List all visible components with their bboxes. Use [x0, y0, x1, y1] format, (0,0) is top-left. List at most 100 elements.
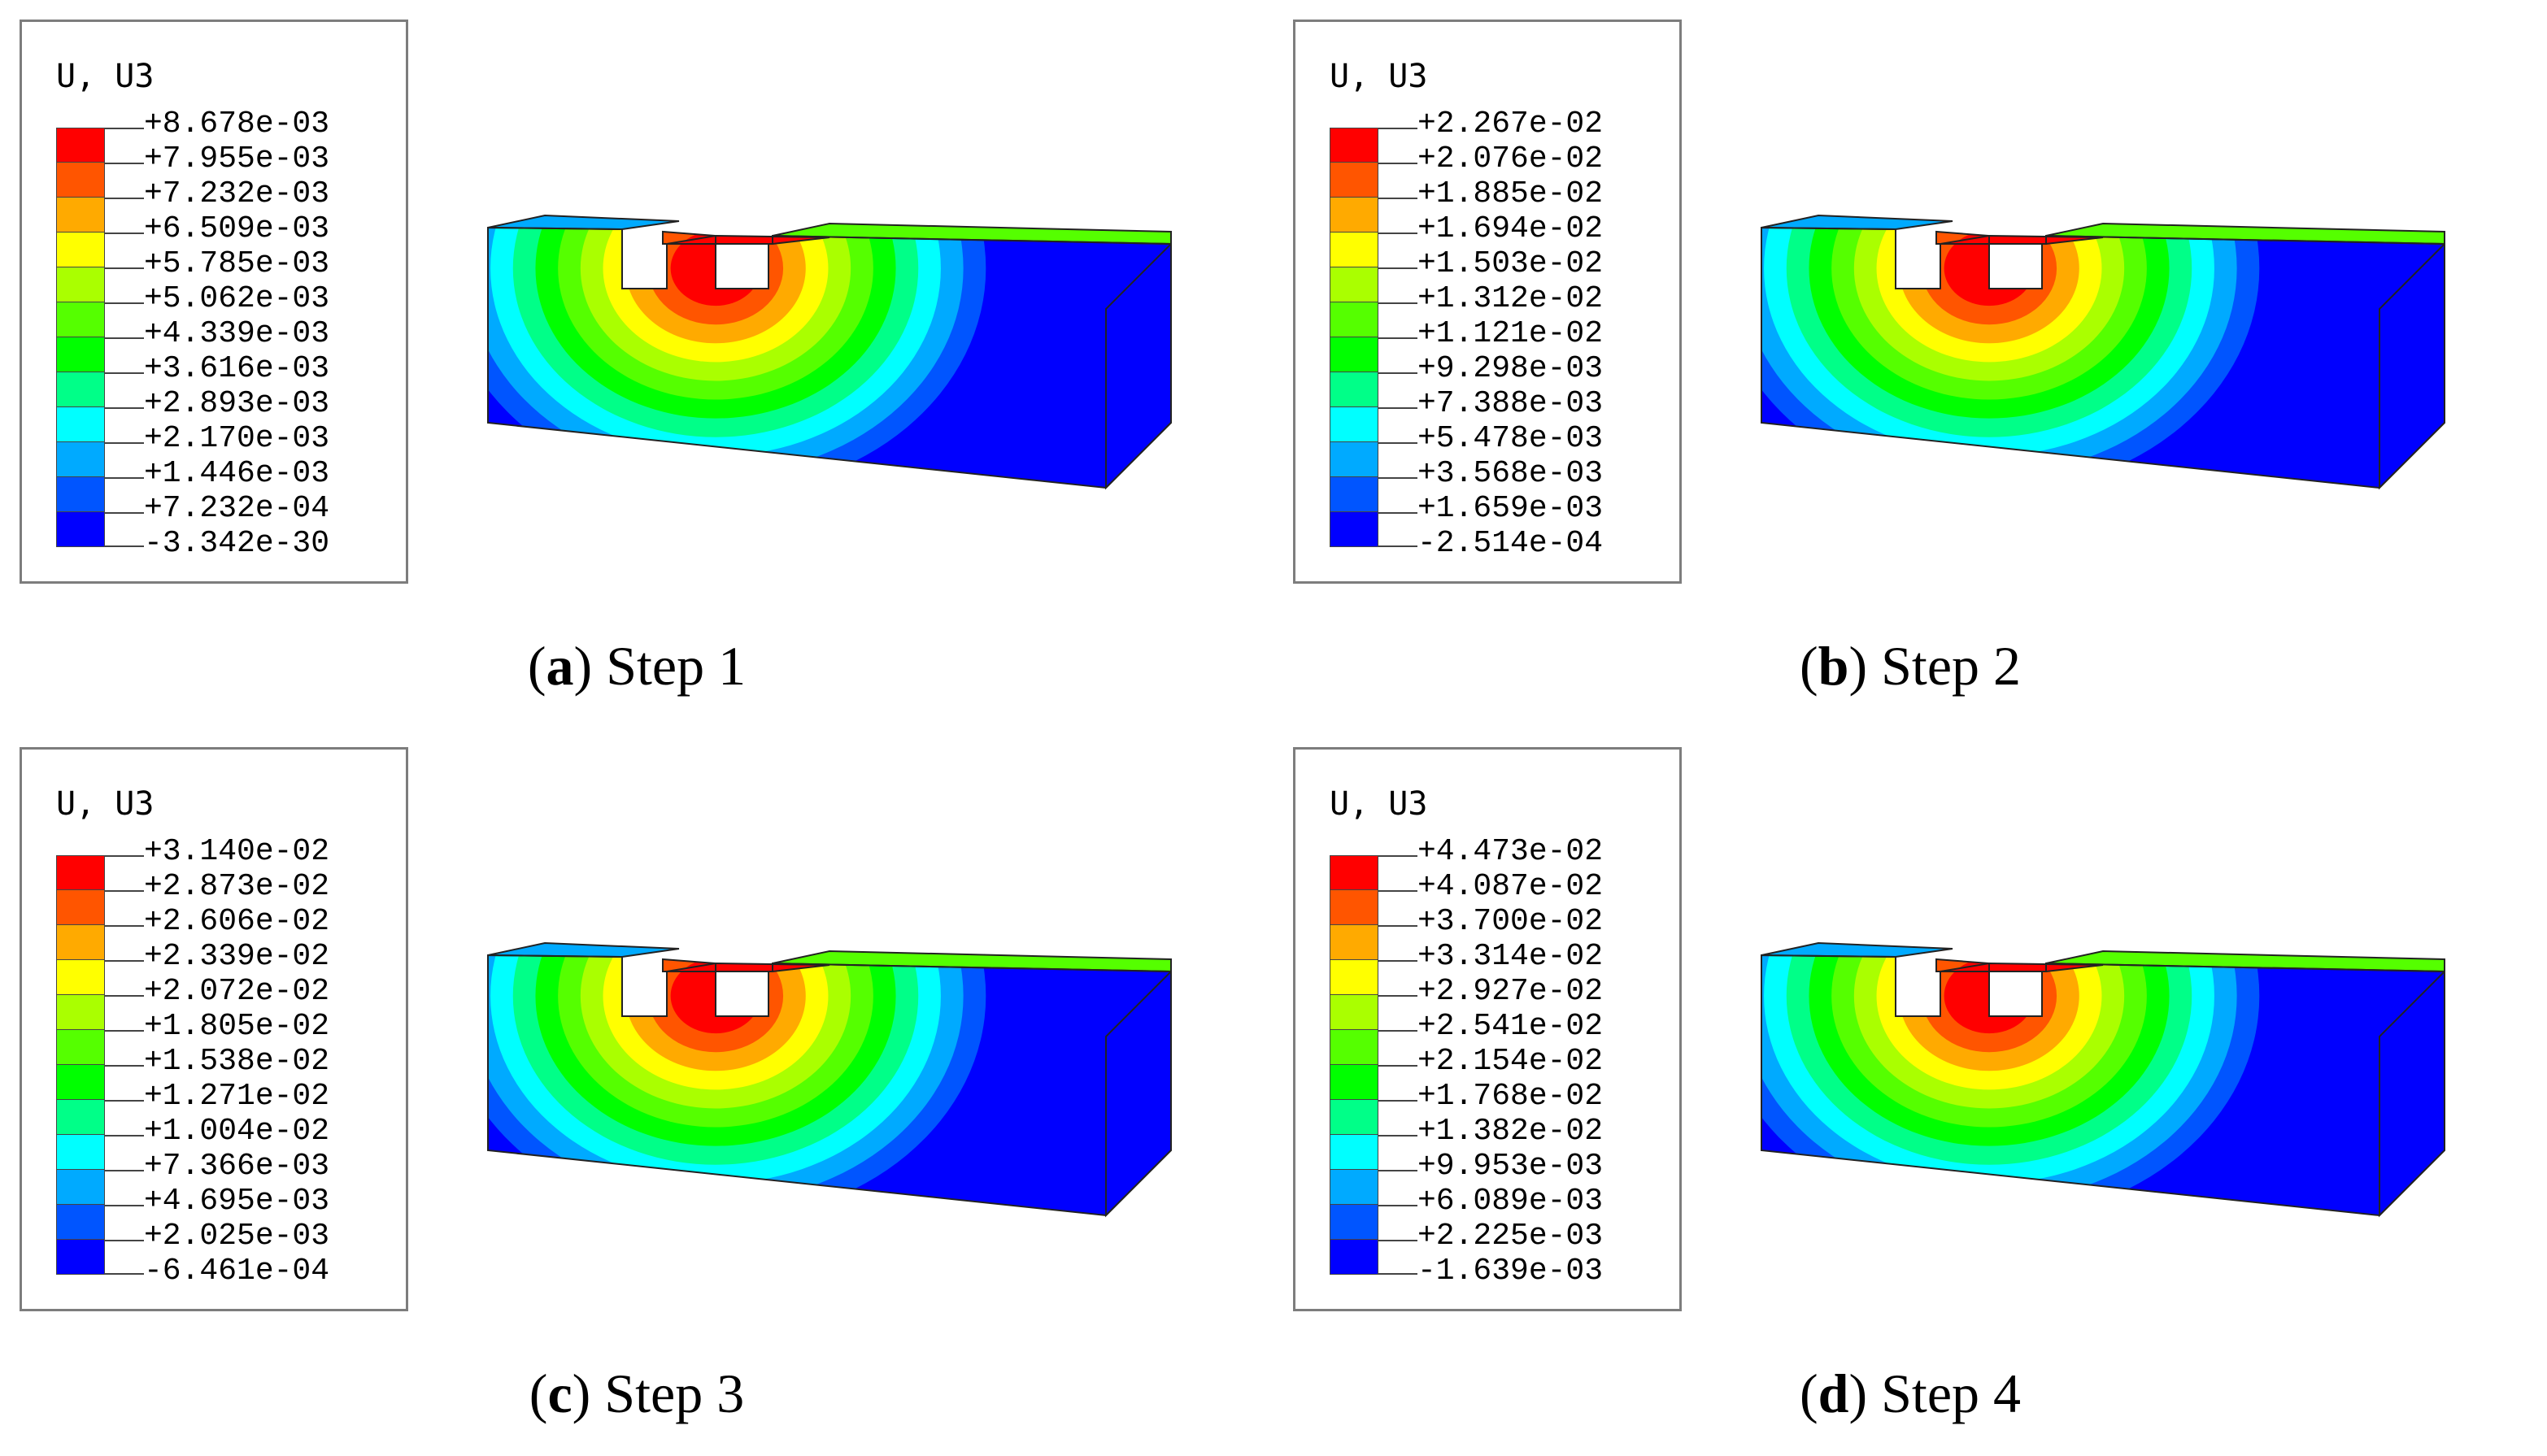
legend-value: -6.461e-04: [144, 1254, 330, 1289]
legend-swatch: [1330, 1030, 1378, 1065]
legend-value: +2.170e-03: [144, 421, 330, 456]
legend-swatch: [1330, 855, 1378, 890]
legend-value: +3.568e-03: [1417, 456, 1604, 491]
panel-caption: (d) Step 4: [1799, 1363, 2022, 1424]
legend-tick: [1378, 1100, 1417, 1135]
legend-tick: [105, 163, 144, 198]
legend-box: U, U3 +2.267e-02 +2.076e-02 +1.885e-02 +1.69…: [1293, 20, 1682, 584]
caption-letter: c: [547, 1363, 573, 1424]
legend-value: +3.700e-02: [1417, 904, 1604, 939]
panel-a: U, U3 +8.678e-03 +7.955e-03 +7.232e-03 +6.50…: [0, 0, 1274, 728]
legend-box: U, U3 +8.678e-03 +7.955e-03 +7.232e-03 +6.50…: [20, 20, 408, 584]
legend-tick: [1378, 1205, 1417, 1240]
legend-tick: [105, 372, 144, 407]
legend-value: +2.873e-02: [144, 869, 330, 904]
legend-value: +7.232e-03: [144, 176, 330, 211]
legend-value: +2.025e-03: [144, 1219, 330, 1254]
legend-swatch: [1330, 407, 1378, 442]
legend-swatch: [56, 128, 105, 163]
legend-value: +1.503e-02: [1417, 246, 1604, 281]
legend-value: +1.446e-03: [144, 456, 330, 491]
legend-colorbar: [1330, 855, 1378, 1275]
legend-title: U, U3: [1330, 785, 1428, 823]
legend-colorbar: [56, 128, 105, 547]
legend-tick: [105, 1030, 144, 1065]
legend-value: +1.885e-02: [1417, 176, 1604, 211]
legend-swatch: [56, 1170, 105, 1205]
legend-swatch: [56, 198, 105, 233]
legend-value: +5.062e-03: [144, 281, 330, 316]
legend-value: +4.087e-02: [1417, 869, 1604, 904]
legend-tick: [105, 1135, 144, 1170]
excavation-model: [1761, 214, 2445, 490]
legend-tick: [1378, 302, 1417, 337]
legend-value: +3.140e-02: [144, 834, 330, 869]
legend-swatch: [56, 442, 105, 477]
legend-swatch: [56, 1205, 105, 1240]
legend-value: +7.232e-04: [144, 491, 330, 526]
legend-ticks: [1378, 855, 1417, 1275]
legend-swatch: [1330, 960, 1378, 995]
legend-value: -1.639e-03: [1417, 1254, 1604, 1289]
legend-tick: [105, 128, 144, 163]
legend-swatch: [56, 995, 105, 1030]
legend-box: U, U3 +4.473e-02 +4.087e-02 +3.700e-02 +3.31…: [1293, 747, 1682, 1311]
legend-swatch: [1330, 1135, 1378, 1170]
legend-value: +1.538e-02: [144, 1044, 330, 1079]
legend-swatch: [1330, 198, 1378, 233]
legend-swatch: [1330, 1065, 1378, 1100]
legend-tick: [105, 1100, 144, 1135]
legend-swatch: [56, 925, 105, 960]
legend-value: +4.473e-02: [1417, 834, 1604, 869]
legend-tick: [1378, 372, 1417, 407]
legend-tick: [1378, 337, 1417, 372]
legend-value: +4.339e-03: [144, 316, 330, 351]
legend-tick: [105, 477, 144, 512]
legend-tick: [1378, 198, 1417, 233]
caption-text: Step 2: [1881, 635, 2022, 697]
legend-box: U, U3 +3.140e-02 +2.873e-02 +2.606e-02 +2.33…: [20, 747, 408, 1311]
legend-value: +9.298e-03: [1417, 351, 1604, 386]
legend-colorbar: [56, 855, 105, 1275]
panel-d: U, U3 +4.473e-02 +4.087e-02 +3.700e-02 +3.31…: [1274, 728, 2547, 1455]
legend-tick: [1378, 477, 1417, 512]
legend-title: U, U3: [56, 58, 155, 95]
caption-letter: d: [1818, 1363, 1849, 1424]
legend-swatch: [1330, 302, 1378, 337]
panel-caption: (b) Step 2: [1799, 635, 2022, 697]
legend-value: +3.616e-03: [144, 351, 330, 386]
legend-value: +2.076e-02: [1417, 141, 1604, 176]
legend-tick: [105, 1240, 144, 1275]
legend-tick: [1378, 128, 1417, 163]
legend-value: +7.388e-03: [1417, 386, 1604, 421]
legend-tick: [1378, 1065, 1417, 1100]
legend-swatch: [1330, 1205, 1378, 1240]
legend-value: +1.382e-02: [1417, 1114, 1604, 1149]
legend-swatch: [1330, 233, 1378, 267]
legend-tick: [1378, 407, 1417, 442]
legend-swatch: [1330, 890, 1378, 925]
legend-value: +1.312e-02: [1417, 281, 1604, 316]
legend-swatch: [56, 1065, 105, 1100]
legend-tick: [105, 995, 144, 1030]
legend-title: U, U3: [1330, 58, 1428, 95]
legend-tick: [105, 267, 144, 302]
legend-swatch: [1330, 267, 1378, 302]
legend-swatch: [56, 337, 105, 372]
legend-swatch: [1330, 372, 1378, 407]
legend-value: +2.606e-02: [144, 904, 330, 939]
legend-title: U, U3: [56, 785, 155, 823]
legend-swatch: [56, 407, 105, 442]
legend-tick: [105, 960, 144, 995]
legend-swatch: [56, 890, 105, 925]
legend-tick: [1378, 995, 1417, 1030]
legend-tick: [1378, 267, 1417, 302]
legend-value: +7.955e-03: [144, 141, 330, 176]
legend-swatch: [56, 267, 105, 302]
legend-swatch: [1330, 1170, 1378, 1205]
excavation-model: [1761, 941, 2445, 1218]
legend-swatch: [1330, 477, 1378, 512]
legend-tick: [105, 233, 144, 267]
legend-value: +1.004e-02: [144, 1114, 330, 1149]
legend-value: +2.154e-02: [1417, 1044, 1604, 1079]
